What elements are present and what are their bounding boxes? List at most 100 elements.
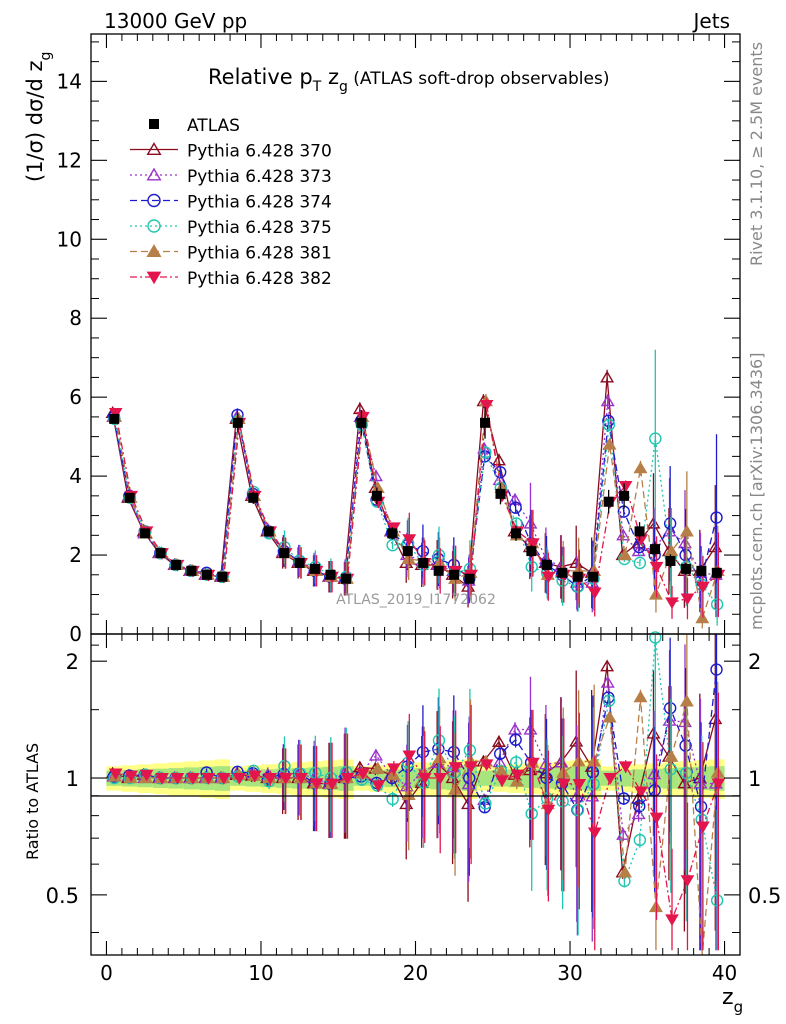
data-point [433,565,444,576]
data-point [680,563,691,574]
ratio-point [170,773,185,785]
ratio-point [124,770,138,783]
ratio-tick-label-right: 0.5 [748,884,781,908]
rivet-version-label: Rivet 3.1.10, ≥ 2.5M events [747,42,766,266]
data-point [155,548,166,559]
series-point [402,534,417,546]
ratio-point [325,778,339,791]
data-point [310,563,321,574]
ratio-point [649,812,664,825]
data-point [109,413,120,424]
ratio-series-line [113,669,718,812]
ratio-point [386,792,399,806]
ratio-point [603,773,618,785]
data-point [186,565,197,576]
data-point [650,544,661,555]
ratio-point [664,749,679,762]
ratio-point [557,778,571,791]
series-point [356,411,370,424]
ratio-point [368,748,383,761]
ratio-point [448,762,463,774]
series-point [649,432,662,445]
chart-title: Relative pT zg (ATLAS soft-drop observab… [208,65,609,95]
ratio-point [493,747,507,760]
ratio-point [278,773,293,785]
series-point [108,407,123,420]
ratio-y-axis-label: Ratio to ATLAS [23,743,42,860]
ratio-point [491,734,506,747]
ratio-point [649,631,662,644]
series-point [602,418,616,431]
data-point [619,490,630,501]
legend-label: Pythia 6.428 370 [187,142,332,162]
series-point [633,556,647,570]
ratio-point [509,733,522,746]
data-point [526,546,537,557]
data-point [572,571,583,582]
legend-marker [146,142,162,156]
ratio-point [665,914,679,927]
ratio-point [633,833,647,847]
x-tick-label: 40 [712,961,737,985]
ratio-point [631,807,646,820]
legend-label: Pythia 6.428 373 [187,167,332,187]
data-point [279,548,290,559]
ratio-point [602,710,617,723]
ratio-panel: 0 10 20 30 40 0.5 0.5 1 1 2 2 [46,631,781,985]
ratio-point [433,773,448,785]
ratio-point [633,799,646,813]
data-point [464,573,475,584]
data-point [371,490,382,501]
y-tick-label: 0 [69,622,82,646]
ratio-point [232,773,247,785]
legend-marker [146,271,162,285]
data-point [340,573,351,584]
ratio-point [139,769,154,782]
series-point [602,437,617,450]
series-point [541,571,556,584]
series-point [618,480,633,493]
ratio-point [710,663,723,676]
data-point [588,571,599,582]
legend-marker-data [149,119,159,129]
ratio-point [696,821,710,834]
data-point [557,567,568,578]
ratio-point [370,761,385,774]
ratio-point [633,690,648,703]
ratio-point [371,780,386,793]
ratio-point [356,768,370,781]
x-tick-label: 30 [557,961,582,985]
data-point [124,492,135,503]
mcplots-label: mcplots.cern.ch [arXiv:1306.3436] [747,353,766,630]
data-point [170,559,181,570]
data-point [248,492,259,503]
data-point [140,528,151,539]
y-tick-label: 2 [69,543,82,567]
ratio-point [402,750,417,763]
analysis-watermark: ATLAS_2019_I1772062 [336,592,496,608]
data-point [510,528,521,539]
ratio-band-inner [477,770,493,786]
data-point [696,565,707,576]
ratio-point [680,875,695,887]
series-point [587,587,602,600]
legend-marker [147,219,161,233]
data-point [294,557,305,568]
atlas-data-layer [109,406,722,584]
ratio-point [387,763,401,776]
series-point [665,597,679,610]
series-point [680,593,695,606]
ratio-point [217,773,231,785]
ratio-point [492,755,507,768]
ratio-point [294,773,308,785]
data-point [201,569,212,580]
ratio-point [541,804,556,817]
series-point [649,561,664,574]
ratio-point [479,797,492,810]
legend-label: Pythia 6.428 381 [187,244,332,264]
series-point [664,544,679,557]
data-point [402,546,413,557]
ratio-point [186,773,200,785]
